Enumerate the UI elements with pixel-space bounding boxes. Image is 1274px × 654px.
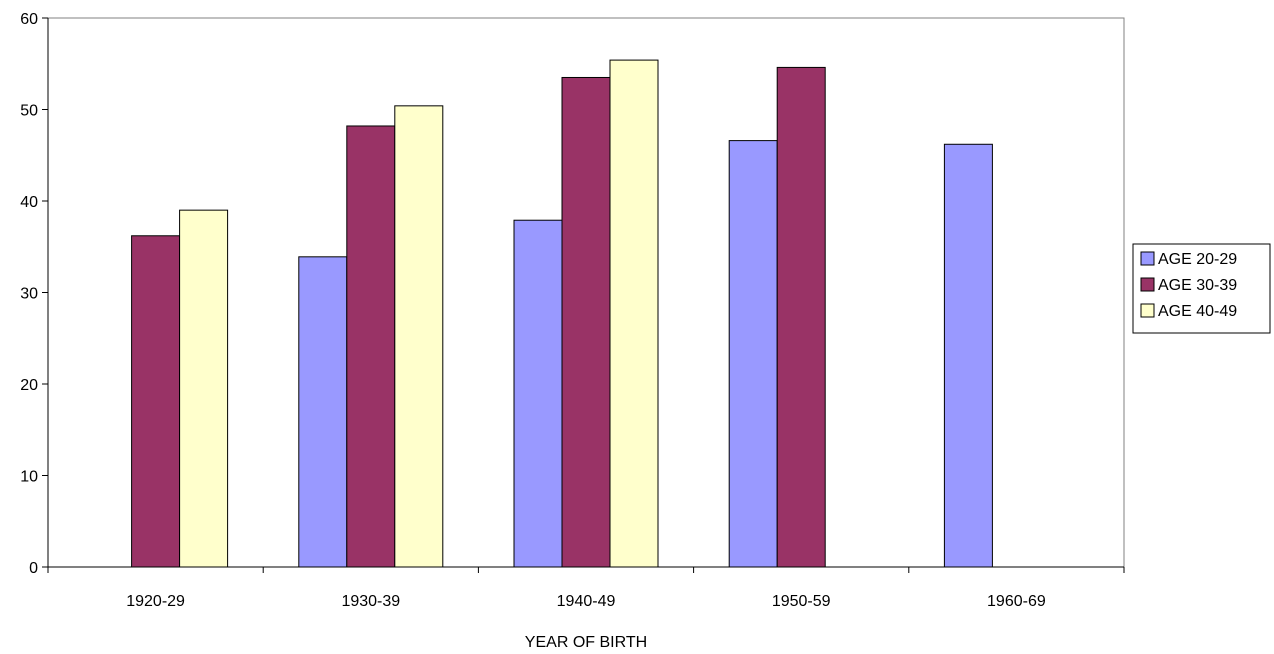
axes-group: 0 10 20 30 40 50 60 1920-29 1930-39 1940-49 1950-5… (20, 11, 1125, 610)
y-tick-label: 30 (20, 286, 38, 303)
y-tick-label: 0 (29, 560, 38, 577)
bar-age-30-39-1920-29 (131, 235, 181, 568)
bar-age-40-49-1930-39 (394, 105, 444, 568)
legend-swatch (1140, 277, 1155, 292)
legend: AGE 20-29 AGE 30-39 AGE 40-49 (1132, 243, 1271, 334)
bar-age-20-29-1930-39 (298, 256, 348, 568)
bar-age-30-39-1940-49 (561, 76, 611, 568)
x-tick-label: 1940-49 (557, 593, 616, 610)
bar-age-40-49-1920-29 (179, 209, 229, 568)
y-tick-label: 60 (20, 11, 38, 28)
y-tick-label: 50 (20, 103, 38, 120)
x-axis-title: YEAR OF BIRTH (525, 634, 647, 651)
x-tick-label: 1930-39 (341, 593, 400, 610)
legend-label: AGE 30-39 (1158, 277, 1237, 294)
bar-age-30-39-1930-39 (346, 125, 396, 568)
y-tick-label: 20 (20, 377, 38, 394)
bar-age-20-29-1960-69 (943, 143, 993, 568)
bar-age-40-49-1940-49 (609, 59, 659, 568)
legend-label: AGE 40-49 (1158, 303, 1237, 320)
bar-age-20-29-1940-49 (513, 219, 563, 568)
legend-box (1132, 243, 1271, 334)
legend-swatch (1140, 251, 1155, 266)
x-tick-label: 1920-29 (126, 593, 185, 610)
x-tick-label: 1960-69 (987, 593, 1046, 610)
legend-swatch (1140, 303, 1155, 318)
y-tick-label: 40 (20, 194, 38, 211)
bar-age-30-39-1950-59 (776, 66, 826, 568)
bars-group (131, 59, 993, 568)
x-tick-label: 1950-59 (772, 593, 831, 610)
legend-label: AGE 20-29 (1158, 251, 1237, 268)
bar-age-20-29-1950-59 (728, 140, 778, 568)
y-tick-label: 10 (20, 469, 38, 486)
